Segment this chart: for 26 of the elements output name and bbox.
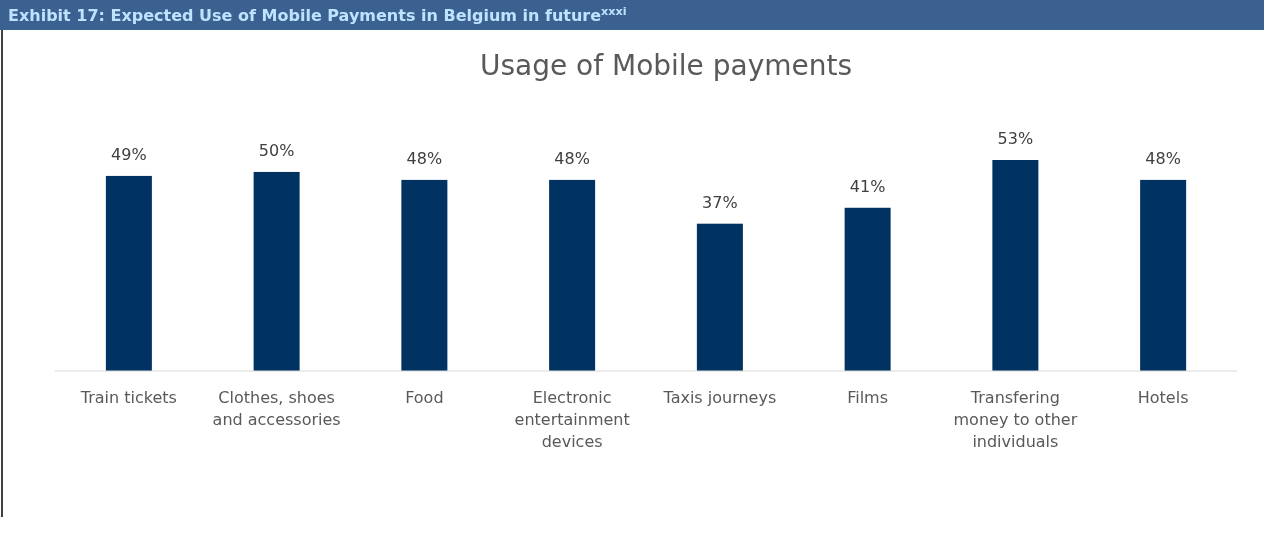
x-tick-label: Transfering money to other individuals (953, 388, 1078, 451)
data-label: 50% (258, 140, 295, 160)
bar (696, 223, 743, 371)
x-tick-label: Films (847, 388, 889, 407)
data-label: 48% (1145, 148, 1181, 168)
x-tick-label: Taxis journeys (662, 388, 777, 407)
data-label: 41% (849, 176, 886, 196)
bar (549, 179, 596, 371)
chart-title: Exhibit 17: Expected Use of Mobile Payments in Belgium in future$^{xxxi}$ (8, 4, 627, 25)
data-label: 37% (702, 192, 738, 212)
x-tick-label: Hotels (1137, 388, 1189, 407)
data-label: 49% (111, 144, 147, 164)
x-tick-label: Train tickets (79, 388, 177, 407)
bar (1140, 179, 1187, 371)
x-tick-label: Electronic entertainment devices (514, 388, 630, 451)
chart-subtitle: Usage of Mobile payments (479, 49, 853, 82)
bar (401, 179, 448, 371)
bar (105, 175, 152, 371)
x-tick-label: Food (405, 388, 444, 407)
data-label: 53% (997, 129, 1034, 148)
data-label: 48% (554, 148, 590, 168)
bar (253, 171, 300, 371)
data-label: 48% (406, 148, 443, 168)
x-tick-label: Clothes, shoes and accessories (212, 388, 341, 429)
bar (844, 207, 891, 371)
bar (992, 160, 1039, 371)
